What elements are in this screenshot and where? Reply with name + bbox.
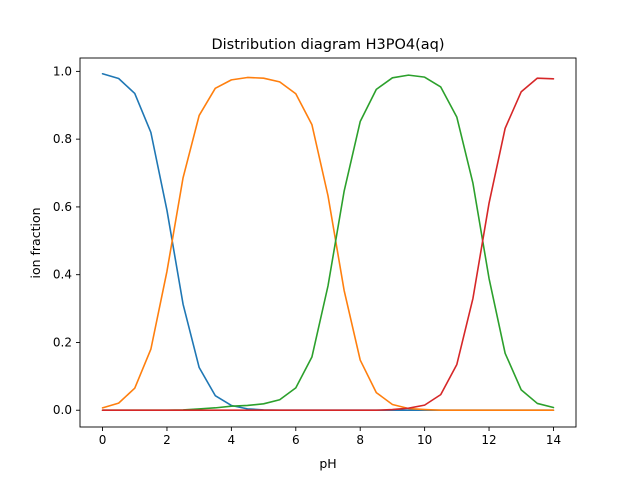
series-line-2 [101,76,555,412]
x-tick-label: 12 [481,433,496,447]
plot-area: 0 2 4 6 8 10 12 14 0.0 0.2 0.4 0.6 0.8 1.0 [53,57,577,447]
y-tick-label: 1.0 [53,64,72,78]
y-axis-label: ion fraction [28,207,43,278]
x-tick-label: 0 [99,433,107,447]
series-line-1 [101,72,555,412]
y-tick-label: 0.4 [53,268,72,282]
x-tick-label: 8 [356,433,364,447]
y-tick-label: 0.6 [53,200,72,214]
x-tick-label: 4 [228,433,236,447]
chart-title: Distribution diagram H3PO4(aq) [211,37,444,53]
series-line-4 [101,77,555,412]
series-line-3 [101,74,555,412]
y-tick-label: 0.0 [53,403,72,417]
axes-frame [79,57,577,428]
x-tick-label: 6 [292,433,300,447]
y-tick-label: 0.8 [53,132,72,146]
x-tick-label: 2 [163,433,171,447]
x-tick-label: 10 [417,433,432,447]
x-tick-label: 14 [546,433,561,447]
x-axis-label: pH [319,456,336,471]
y-tick-label: 0.2 [53,335,72,349]
